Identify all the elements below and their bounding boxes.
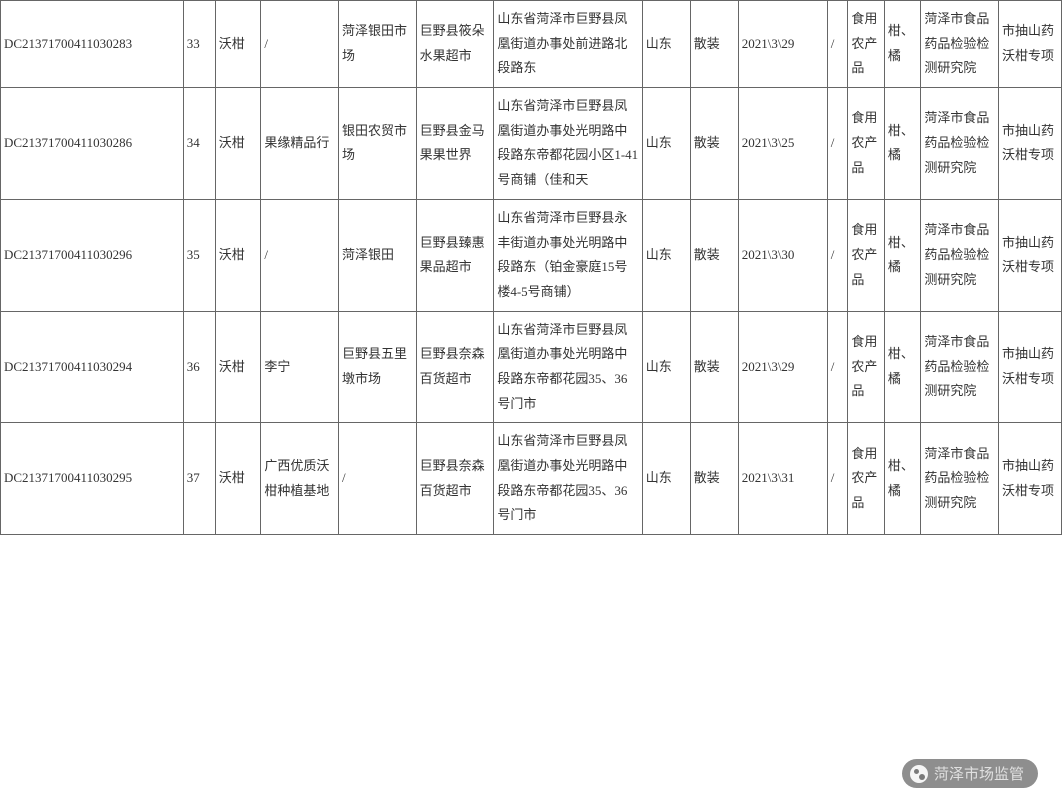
cell-market: 银田农贸市场 [339, 88, 417, 200]
cell-date: 2021\3\29 [738, 311, 827, 423]
cell-subcat: 柑、橘 [884, 88, 921, 200]
cell-vendor: 巨野县筱朵水果超市 [416, 1, 494, 88]
cell-market: 菏泽银田市场 [339, 1, 417, 88]
cell-vendor: 巨野县金马果果世界 [416, 88, 494, 200]
cell-agency: 菏泽市食品药品检验检测研究院 [921, 1, 999, 88]
cell-seq: 34 [183, 88, 215, 200]
cell-agency: 菏泽市食品药品检验检测研究院 [921, 88, 999, 200]
cell-province: 山东 [642, 311, 690, 423]
cell-agency: 菏泽市食品药品检验检测研究院 [921, 423, 999, 535]
cell-spec: / [827, 1, 848, 88]
cell-producer: 李宁 [261, 311, 339, 423]
cell-seq: 35 [183, 199, 215, 311]
cell-id: DC21371700411030286 [1, 88, 184, 200]
cell-subcat: 柑、橘 [884, 1, 921, 88]
cell-category: 食用农产品 [848, 88, 885, 200]
cell-date: 2021\3\25 [738, 88, 827, 200]
cell-product: 沃柑 [215, 311, 261, 423]
wechat-icon [910, 765, 928, 783]
cell-spec: / [827, 88, 848, 200]
table-row: DC2137170041103029537沃柑广西优质沃柑种植基地/巨野县奈森百… [1, 423, 1062, 535]
cell-subcat: 柑、橘 [884, 311, 921, 423]
cell-agency: 菏泽市食品药品检验检测研究院 [921, 311, 999, 423]
cell-producer: 广西优质沃柑种植基地 [261, 423, 339, 535]
cell-date: 2021\3\30 [738, 199, 827, 311]
cell-product: 沃柑 [215, 1, 261, 88]
cell-spec: / [827, 199, 848, 311]
cell-category: 食用农产品 [848, 311, 885, 423]
cell-spec: / [827, 311, 848, 423]
cell-pack: 散装 [690, 423, 738, 535]
cell-task: 市抽山药沃柑专项 [999, 199, 1062, 311]
cell-id: DC21371700411030283 [1, 1, 184, 88]
cell-producer: / [261, 1, 339, 88]
cell-agency: 菏泽市食品药品检验检测研究院 [921, 199, 999, 311]
table-row: DC2137170041103029436沃柑李宁巨野县五里墩市场巨野县奈森百货… [1, 311, 1062, 423]
cell-id: DC21371700411030295 [1, 423, 184, 535]
cell-pack: 散装 [690, 1, 738, 88]
cell-seq: 37 [183, 423, 215, 535]
cell-province: 山东 [642, 1, 690, 88]
cell-address: 山东省菏泽市巨野县凤凰街道办事处光明路中段路东帝都花园35、36号门市 [494, 423, 642, 535]
cell-pack: 散装 [690, 199, 738, 311]
cell-seq: 36 [183, 311, 215, 423]
cell-category: 食用农产品 [848, 1, 885, 88]
cell-producer: 果缘精品行 [261, 88, 339, 200]
cell-pack: 散装 [690, 88, 738, 200]
cell-subcat: 柑、橘 [884, 423, 921, 535]
cell-vendor: 巨野县臻惠果品超市 [416, 199, 494, 311]
cell-task: 市抽山药沃柑专项 [999, 88, 1062, 200]
watermark-label: 菏泽市场监管 [934, 763, 1024, 784]
cell-market: 菏泽银田 [339, 199, 417, 311]
table-row: DC2137170041103028333沃柑/菏泽银田市场巨野县筱朵水果超市山… [1, 1, 1062, 88]
cell-vendor: 巨野县奈森百货超市 [416, 423, 494, 535]
table-row: DC2137170041103028634沃柑果缘精品行银田农贸市场巨野县金马果… [1, 88, 1062, 200]
cell-address: 山东省菏泽市巨野县凤凰街道办事处前进路北段路东 [494, 1, 642, 88]
cell-pack: 散装 [690, 311, 738, 423]
cell-vendor: 巨野县奈森百货超市 [416, 311, 494, 423]
cell-market: 巨野县五里墩市场 [339, 311, 417, 423]
cell-spec: / [827, 423, 848, 535]
cell-date: 2021\3\31 [738, 423, 827, 535]
cell-seq: 33 [183, 1, 215, 88]
table-row: DC2137170041103029635沃柑/菏泽银田巨野县臻惠果品超市山东省… [1, 199, 1062, 311]
cell-province: 山东 [642, 88, 690, 200]
cell-product: 沃柑 [215, 423, 261, 535]
cell-producer: / [261, 199, 339, 311]
cell-product: 沃柑 [215, 199, 261, 311]
cell-task: 市抽山药沃柑专项 [999, 1, 1062, 88]
cell-address: 山东省菏泽市巨野县永丰街道办事处光明路中段路东（铂金豪庭15号楼4-5号商铺） [494, 199, 642, 311]
inspection-table: DC2137170041103028333沃柑/菏泽银田市场巨野县筱朵水果超市山… [0, 0, 1062, 535]
cell-date: 2021\3\29 [738, 1, 827, 88]
cell-task: 市抽山药沃柑专项 [999, 311, 1062, 423]
cell-task: 市抽山药沃柑专项 [999, 423, 1062, 535]
cell-market: / [339, 423, 417, 535]
cell-id: DC21371700411030296 [1, 199, 184, 311]
cell-address: 山东省菏泽市巨野县凤凰街道办事处光明路中段路东帝都花园小区1-41号商铺（佳和天 [494, 88, 642, 200]
cell-address: 山东省菏泽市巨野县凤凰街道办事处光明路中段路东帝都花园35、36号门市 [494, 311, 642, 423]
cell-product: 沃柑 [215, 88, 261, 200]
cell-subcat: 柑、橘 [884, 199, 921, 311]
cell-category: 食用农产品 [848, 199, 885, 311]
cell-category: 食用农产品 [848, 423, 885, 535]
cell-province: 山东 [642, 423, 690, 535]
cell-id: DC21371700411030294 [1, 311, 184, 423]
wechat-watermark: 菏泽市场监管 [902, 759, 1038, 788]
cell-province: 山东 [642, 199, 690, 311]
